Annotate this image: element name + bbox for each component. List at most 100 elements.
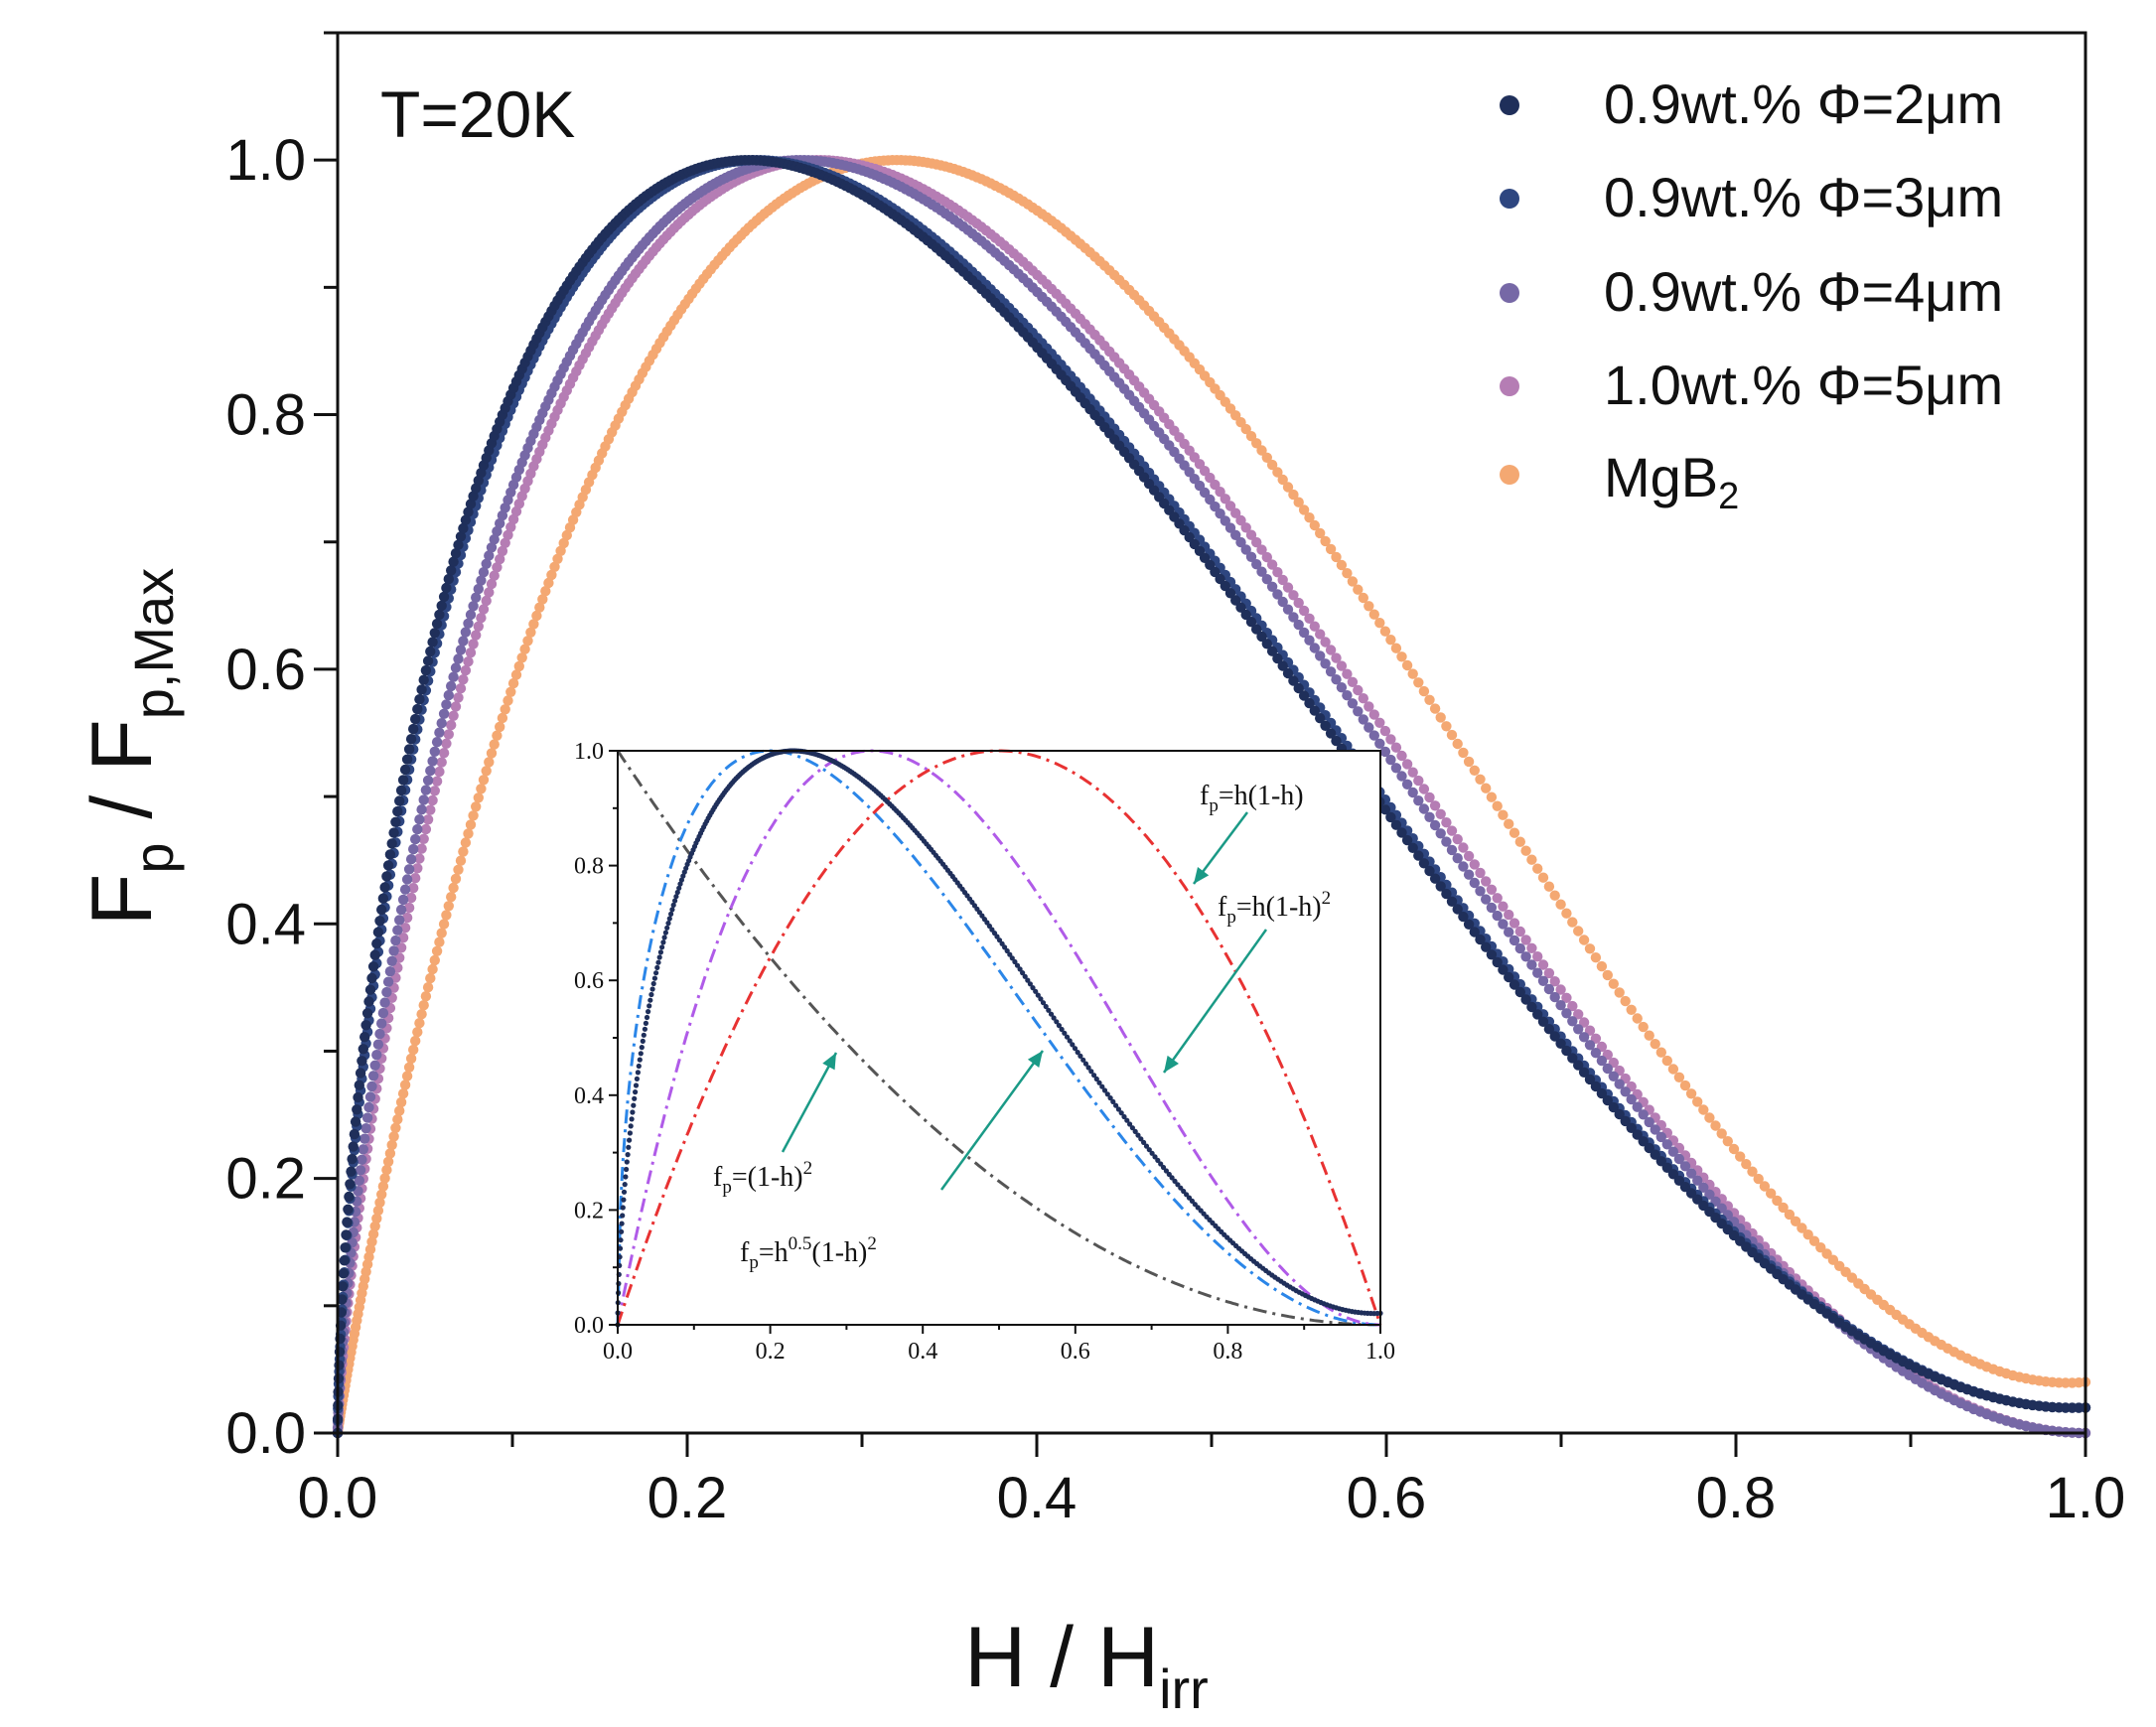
- data-point-s0: [1498, 964, 1509, 975]
- data-point-s2: [1526, 959, 1537, 970]
- data-point-s2: [1685, 1168, 1697, 1179]
- data-point-s2: [410, 833, 421, 845]
- data-point-s4: [384, 1148, 396, 1159]
- data-point-s3: [1358, 693, 1369, 704]
- inset-data-point: [619, 1228, 625, 1234]
- x-axis-label: H / Hirr: [964, 1610, 1209, 1720]
- legend-label-s2: 0.9wt.% Φ=4μm: [1604, 260, 2003, 323]
- data-point-s2: [1549, 991, 1560, 1003]
- data-point-s2: [1475, 886, 1486, 897]
- data-point-s0: [377, 893, 389, 904]
- inset-data-point: [1155, 1157, 1161, 1163]
- data-point-s2: [399, 884, 411, 895]
- data-point-s2: [489, 534, 500, 545]
- inset-data-point: [633, 1082, 640, 1088]
- data-point-s4: [1802, 1229, 1813, 1240]
- data-point-s4: [1741, 1159, 1752, 1170]
- data-point-s0: [1549, 1031, 1560, 1042]
- inset-x-tick-label: 0.6: [1061, 1339, 1090, 1365]
- data-point-s3: [463, 656, 474, 667]
- data-point-s4: [1614, 987, 1625, 998]
- x-axis-label-main: H / H: [964, 1610, 1159, 1705]
- data-point-s0: [338, 1268, 350, 1279]
- data-point-s4: [388, 1131, 399, 1142]
- data-point-s3: [1498, 901, 1509, 912]
- data-point-s4: [1722, 1136, 1734, 1147]
- inset-data-point: [1072, 1046, 1078, 1052]
- data-point-s2: [1418, 803, 1430, 814]
- data-point-s0: [1481, 941, 1492, 952]
- inset-data-point: [619, 1221, 625, 1226]
- data-point-s2: [374, 1028, 385, 1040]
- data-point-s2: [1220, 515, 1231, 526]
- data-point-s3: [1549, 976, 1560, 987]
- data-point-s4: [513, 660, 524, 672]
- data-point-s4: [1336, 559, 1348, 571]
- inset-data-point: [1127, 1121, 1133, 1127]
- main-axes: 0.0 0.2 0.4 0.6 0.8 1.0 0.0 0.2 0.4 0.6 0.8 1.0: [225, 31, 2125, 1530]
- inset-data-point: [1107, 1095, 1113, 1101]
- data-point-s4: [371, 1213, 382, 1224]
- data-point-s4: [436, 928, 447, 938]
- data-point-s3: [1325, 645, 1337, 655]
- data-point-s0: [453, 539, 464, 550]
- data-point-s4: [453, 864, 464, 875]
- data-point-s4: [1661, 1055, 1673, 1067]
- legend-label-s4-sub: 2: [1718, 476, 1739, 517]
- data-point-s0: [1424, 865, 1435, 877]
- data-point-s4: [458, 846, 469, 857]
- data-point-s0: [355, 1068, 366, 1079]
- data-point-s3: [1463, 850, 1475, 862]
- data-point-s2: [420, 785, 432, 795]
- data-point-s2: [1555, 1000, 1566, 1011]
- inset-data-point: [677, 881, 683, 887]
- inset-data-point: [628, 1123, 634, 1129]
- data-point-s2: [1282, 604, 1294, 615]
- data-point-s0: [1486, 949, 1498, 960]
- data-point-s4: [507, 677, 519, 689]
- legend-label-s1: 0.9wt.% Φ=3μm: [1604, 166, 2003, 228]
- data-point-s2: [1390, 763, 1402, 774]
- data-point-s2: [401, 874, 413, 885]
- inset-data-point: [1175, 1182, 1181, 1188]
- data-point-s2: [441, 699, 452, 710]
- data-point-s2: [1379, 746, 1391, 758]
- inset-data-point: [617, 1245, 624, 1251]
- data-point-s0: [354, 1079, 364, 1090]
- data-point-s4: [1458, 747, 1469, 759]
- data-point-s4: [1608, 978, 1620, 989]
- data-point-s0: [446, 565, 457, 576]
- data-point-s0: [390, 816, 401, 827]
- data-point-s4: [1753, 1173, 1764, 1185]
- data-point-s3: [441, 738, 452, 749]
- data-point-s4: [1808, 1235, 1820, 1246]
- data-point-s3: [1304, 613, 1315, 624]
- legend: 0.9wt.% Φ=2μm 0.9wt.% Φ=3μm 0.9wt.% Φ=4μ…: [1500, 72, 2003, 517]
- data-point-s3: [399, 923, 411, 934]
- data-point-s2: [355, 1165, 366, 1176]
- data-point-s4: [1492, 800, 1503, 811]
- data-point-s4: [397, 1088, 409, 1099]
- inset-data-point: [643, 1020, 649, 1026]
- data-point-s0: [357, 1056, 367, 1067]
- data-point-s3: [1469, 859, 1481, 870]
- data-point-s4: [1596, 960, 1608, 972]
- data-point-s3: [460, 664, 472, 676]
- data-point-s4: [465, 819, 477, 830]
- data-point-s0: [1608, 1101, 1620, 1113]
- data-point-s3: [458, 674, 469, 685]
- data-point-s2: [1435, 828, 1446, 839]
- data-point-s2: [382, 976, 394, 987]
- data-point-s3: [425, 804, 436, 815]
- inset-data-point: [660, 939, 666, 945]
- inset-data-point: [1064, 1034, 1071, 1040]
- data-point-s4: [1452, 738, 1463, 750]
- data-point-s3: [446, 719, 457, 731]
- data-point-s0: [353, 1091, 363, 1103]
- arrow-h05-1-h-2-head: [1027, 1051, 1043, 1069]
- data-point-s0: [1390, 819, 1402, 830]
- data-point-s0: [448, 556, 459, 567]
- inset-data-point: [1059, 1026, 1065, 1033]
- data-point-s4: [1331, 551, 1342, 563]
- data-point-s2: [1251, 559, 1262, 570]
